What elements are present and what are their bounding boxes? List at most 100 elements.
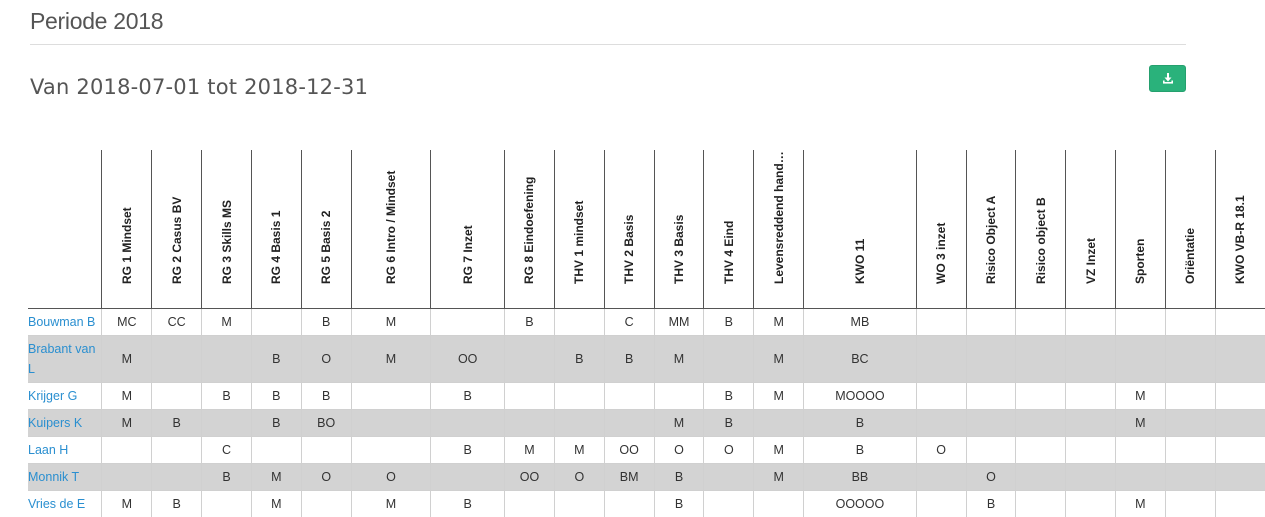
person-name-link[interactable]: Brabant van L — [28, 335, 102, 383]
grade-cell — [504, 490, 555, 517]
grade-cell: C — [603, 308, 655, 336]
header-row: RG 1 Mindset RG 2 Casus BV RG 3 Skills MS R… — [28, 150, 1265, 309]
column-header: RG 7 Inzet — [430, 150, 505, 309]
grade-cell: M — [753, 436, 804, 464]
grade-cell: M — [101, 335, 152, 383]
grade-cell — [1214, 308, 1265, 336]
person-name-link[interactable]: Laan H — [28, 436, 102, 464]
column-header: RG 1 Mindset — [101, 150, 152, 309]
grade-cell — [553, 308, 605, 336]
grade-cell — [915, 335, 967, 383]
grade-cell — [1015, 463, 1066, 491]
grade-cell: B — [201, 463, 252, 491]
grade-cell — [504, 409, 555, 437]
grade-cell — [1214, 436, 1265, 464]
grade-cell — [915, 490, 967, 517]
grade-cell — [1164, 308, 1215, 336]
person-name-link[interactable]: Vries de E — [28, 490, 102, 517]
download-button[interactable] — [1149, 65, 1186, 92]
grade-cell: B — [803, 436, 917, 464]
column-header-label: RG 7 Inzet — [460, 225, 475, 284]
grade-cell — [703, 335, 754, 383]
column-header: Sporten — [1114, 150, 1166, 309]
grade-cell: M — [1114, 490, 1166, 517]
grade-cell: B — [504, 308, 555, 336]
grade-cell: B — [430, 436, 505, 464]
column-header-label: Risico Object A — [983, 195, 998, 284]
grade-cell — [1015, 409, 1066, 437]
grade-cell — [504, 335, 555, 383]
grade-cell: M — [753, 463, 804, 491]
person-name-link[interactable]: Kuipers K — [28, 409, 102, 437]
table-row: Vries de E M B M M B B OOOOO B M — [28, 490, 1265, 517]
grade-cell — [1015, 335, 1066, 383]
grade-cell — [151, 436, 202, 464]
period-range: Van 2018-07-01 tot 2018-12-31 — [30, 75, 369, 99]
grade-cell: BM — [603, 463, 655, 491]
grade-cell: B — [151, 409, 202, 437]
table-row: Monnik T B M O O OO O BM B M BB O — [28, 463, 1265, 491]
grade-cell: B — [250, 409, 302, 437]
table-row: Kuipers K M B B BO M B B M — [28, 409, 1265, 437]
person-name-link[interactable]: Monnik T — [28, 463, 102, 491]
grade-cell: O — [350, 463, 431, 491]
grade-cell — [300, 490, 352, 517]
grade-cell: O — [653, 436, 704, 464]
grade-cell — [201, 335, 252, 383]
grade-cell: B — [430, 382, 505, 410]
column-header: THV 4 Eind — [703, 150, 754, 309]
grade-cell — [1015, 436, 1066, 464]
grade-cell: M — [350, 335, 431, 383]
column-header: RG 6 Intro / Mindset — [350, 150, 431, 309]
grade-cell: O — [915, 436, 967, 464]
table-row: Brabant van L M B O M OO B B M M BC — [28, 335, 1265, 383]
grade-cell: O — [553, 463, 605, 491]
grade-cell — [430, 308, 505, 336]
grade-cell: M — [753, 382, 804, 410]
grade-cell: O — [703, 436, 754, 464]
column-header-label: Levensreddend hand… — [771, 151, 786, 284]
column-header-label: VZ Inzet — [1083, 237, 1098, 284]
grade-cell: B — [703, 409, 754, 437]
grade-cell — [1114, 436, 1166, 464]
grade-cell — [965, 335, 1016, 383]
grade-cell — [1065, 409, 1116, 437]
grade-cell: MB — [803, 308, 917, 336]
grade-cell: M — [350, 490, 431, 517]
grade-cell — [703, 463, 754, 491]
column-header-label: Oriëntatie — [1183, 227, 1198, 284]
grade-cell — [915, 409, 967, 437]
grade-cell — [965, 409, 1016, 437]
grade-cell — [1214, 382, 1265, 410]
grade-cell: B — [653, 463, 704, 491]
grade-cell — [965, 436, 1016, 464]
grade-cell: B — [553, 335, 605, 383]
grade-cell: B — [965, 490, 1016, 517]
grade-cell — [1065, 335, 1116, 383]
column-header: THV 1 mindset — [553, 150, 605, 309]
column-header: Risico object B — [1015, 150, 1066, 309]
grade-cell: M — [504, 436, 555, 464]
grade-cell — [504, 382, 555, 410]
column-header-label: WO 3 inzet — [934, 222, 949, 284]
person-name-link[interactable]: Krijger G — [28, 382, 102, 410]
column-header: WO 3 inzet — [915, 150, 967, 309]
grade-cell — [101, 463, 152, 491]
column-header: Oriëntatie — [1164, 150, 1215, 309]
grade-cell — [430, 463, 505, 491]
column-header-label: RG 2 Casus BV — [169, 196, 184, 284]
grade-cell: B — [250, 382, 302, 410]
person-name-link[interactable]: Bouwman B — [28, 308, 102, 336]
column-header: THV 2 Basis — [603, 150, 655, 309]
grade-cell — [350, 436, 431, 464]
grade-cell — [151, 382, 202, 410]
grade-cell — [1114, 463, 1166, 491]
column-header-label: RG 6 Intro / Mindset — [383, 170, 398, 284]
grade-cell: B — [653, 490, 704, 517]
grade-cell: M — [101, 490, 152, 517]
grade-cell: MC — [101, 308, 152, 336]
grade-cell: M — [250, 490, 302, 517]
grade-cell — [915, 463, 967, 491]
grade-cell — [201, 490, 252, 517]
